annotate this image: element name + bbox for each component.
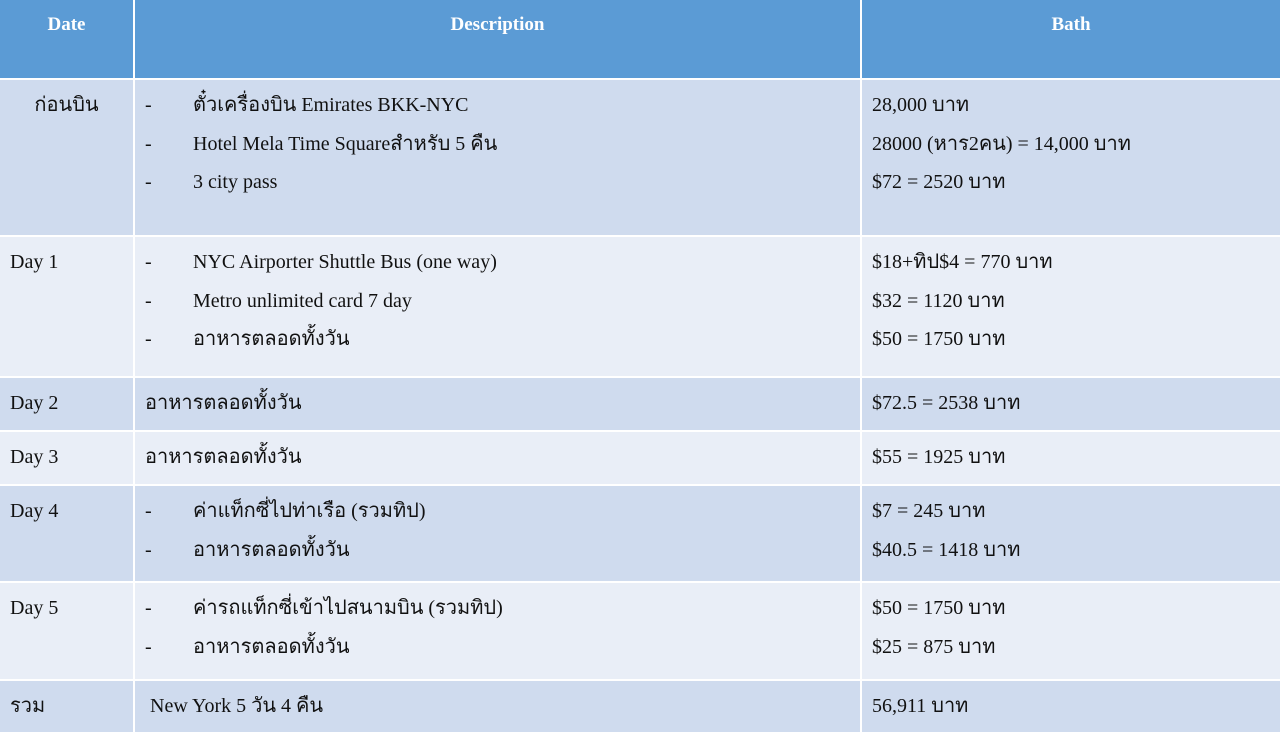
- table-row: ก่อนบิน - ตั๋วเครื่องบิน Emirates BKK-NYC -…: [0, 80, 1280, 235]
- description-cell: - NYC Airporter Shuttle Bus (one way) - Met…: [135, 237, 860, 376]
- description-text: อาหารตลอดทั้งวัน: [193, 635, 350, 658]
- description-item: - Metro unlimited card 7 day: [135, 288, 860, 327]
- bullet-dash: -: [145, 328, 152, 350]
- header-date: Date: [0, 0, 133, 78]
- bath-amount: $7 = 245 บาท: [872, 500, 986, 522]
- header-description: Description: [135, 0, 860, 78]
- bath-amount: $50 = 1750 บาท: [872, 597, 1006, 619]
- description-cell: อาหารตลอดทั้งวัน: [135, 378, 860, 430]
- date-cell: Day 4: [0, 486, 133, 581]
- table-row: รวม New York 5 วัน 4 คืน 56,911 บาท: [0, 681, 1280, 732]
- description-cell: - ค่ารถแท็กซี่เข้าไปสนามบิน (รวมทิป) - อาหา…: [135, 583, 860, 679]
- table-row: Day 5 - ค่ารถแท็กซี่เข้าไปสนามบิน (รวมทิป)…: [0, 583, 1280, 679]
- bath-amount: 56,911 บาท: [872, 695, 969, 717]
- bath-cell: $72.5 = 2538 บาท: [862, 378, 1280, 430]
- date-label: Day 1: [10, 251, 59, 273]
- table-row: Day 1 - NYC Airporter Shuttle Bus (one way…: [0, 237, 1280, 376]
- description-item: - NYC Airporter Shuttle Bus (one way): [135, 237, 860, 288]
- bath-amount: 28000 (หาร2คน) = 14,000 บาท: [872, 132, 1131, 155]
- description-text: อาหารตลอดทั้งวัน: [193, 538, 350, 561]
- bullet-dash: -: [145, 538, 152, 561]
- date-label: รวม: [10, 695, 46, 717]
- date-cell: Day 2: [0, 378, 133, 430]
- date-label: Day 5: [10, 597, 59, 619]
- bath-amount: $50 = 1750 บาท: [872, 328, 1006, 350]
- description-cell: New York 5 วัน 4 คืน: [135, 681, 860, 732]
- bullet-dash: -: [145, 500, 152, 522]
- bullet-dash: -: [145, 635, 152, 658]
- table-header-row: Date Description Bath: [0, 0, 1280, 78]
- description-text: Hotel Mela Time Squareสำหรับ 5 คืน: [193, 132, 498, 155]
- description-text: อาหารตลอดทั้งวัน: [145, 392, 302, 414]
- date-cell: Day 1: [0, 237, 133, 376]
- bath-cell: $50 = 1750 บาท $25 = 875 บาท: [862, 583, 1280, 679]
- bath-amount: $40.5 = 1418 บาท: [872, 538, 1021, 561]
- header-bath: Bath: [862, 0, 1280, 78]
- bullet-dash: -: [145, 289, 152, 312]
- bath-amount: $55 = 1925 บาท: [872, 446, 1006, 468]
- bath-amount: $18+ทิป$4 = 770 บาท: [872, 251, 1053, 273]
- bath-amount: $72 = 2520 บาท: [872, 171, 1006, 193]
- date-label: Day 3: [10, 446, 59, 468]
- date-cell: รวม: [0, 681, 133, 732]
- description-text: อาหารตลอดทั้งวัน: [193, 328, 350, 350]
- date-label: Day 2: [10, 392, 59, 414]
- table-row: Day 3 อาหารตลอดทั้งวัน $55 = 1925 บาท: [0, 432, 1280, 484]
- description-item: - ค่ารถแท็กซี่เข้าไปสนามบิน (รวมทิป): [135, 583, 860, 634]
- bath-cell: $55 = 1925 บาท: [862, 432, 1280, 484]
- bullet-dash: -: [145, 171, 152, 193]
- description-item: - อาหารตลอดทั้งวัน: [135, 634, 860, 673]
- table-row: Day 2 อาหารตลอดทั้งวัน $72.5 = 2538 บาท: [0, 378, 1280, 430]
- description-item: - อาหารตลอดทั้งวัน: [135, 326, 860, 365]
- description-text: ค่าแท็กซี่ไปท่าเรือ (รวมทิป): [193, 500, 426, 522]
- description-text: NYC Airporter Shuttle Bus (one way): [193, 251, 497, 273]
- description-text: อาหารตลอดทั้งวัน: [145, 446, 302, 468]
- description-item: - อาหารตลอดทั้งวัน: [135, 537, 860, 576]
- description-cell: - ตั๋วเครื่องบิน Emirates BKK-NYC - Hotel M…: [135, 80, 860, 235]
- bath-amount: $25 = 875 บาท: [872, 635, 996, 658]
- description-text: New York 5 วัน 4 คืน: [145, 695, 324, 717]
- date-cell: Day 3: [0, 432, 133, 484]
- bath-cell: 28,000 บาท 28000 (หาร2คน) = 14,000 บาท $72…: [862, 80, 1280, 235]
- description-text: ตั๋วเครื่องบิน Emirates BKK-NYC: [193, 94, 469, 116]
- table-row: Day 4 - ค่าแท็กซี่ไปท่าเรือ (รวมทิป) - อาหาร…: [0, 486, 1280, 581]
- bath-cell: $7 = 245 บาท $40.5 = 1418 บาท: [862, 486, 1280, 581]
- bullet-dash: -: [145, 94, 152, 116]
- description-text: ค่ารถแท็กซี่เข้าไปสนามบิน (รวมทิป): [193, 597, 503, 619]
- bath-amount: $72.5 = 2538 บาท: [872, 392, 1021, 414]
- description-cell: อาหารตลอดทั้งวัน: [135, 432, 860, 484]
- description-item: - Hotel Mela Time Squareสำหรับ 5 คืน: [135, 131, 860, 170]
- bullet-dash: -: [145, 132, 152, 155]
- description-item: - 3 city pass: [135, 169, 860, 208]
- bullet-dash: -: [145, 597, 152, 619]
- description-cell: - ค่าแท็กซี่ไปท่าเรือ (รวมทิป) - อาหารตลอดท…: [135, 486, 860, 581]
- bath-amount: 28,000 บาท: [872, 94, 970, 116]
- bullet-dash: -: [145, 251, 152, 273]
- date-cell: ก่อนบิน: [0, 80, 133, 235]
- bath-cell: $18+ทิป$4 = 770 บาท $32 = 1120 บาท $50 = 1…: [862, 237, 1280, 376]
- date-label: ก่อนบิน: [34, 94, 99, 116]
- description-text: Metro unlimited card 7 day: [193, 289, 412, 312]
- description-text: 3 city pass: [193, 171, 278, 193]
- date-cell: Day 5: [0, 583, 133, 679]
- bath-amount: $32 = 1120 บาท: [872, 289, 1005, 312]
- description-item: - ค่าแท็กซี่ไปท่าเรือ (รวมทิป): [135, 486, 860, 537]
- bath-cell: 56,911 บาท: [862, 681, 1280, 732]
- description-item: - ตั๋วเครื่องบิน Emirates BKK-NYC: [135, 80, 860, 131]
- date-label: Day 4: [10, 500, 59, 522]
